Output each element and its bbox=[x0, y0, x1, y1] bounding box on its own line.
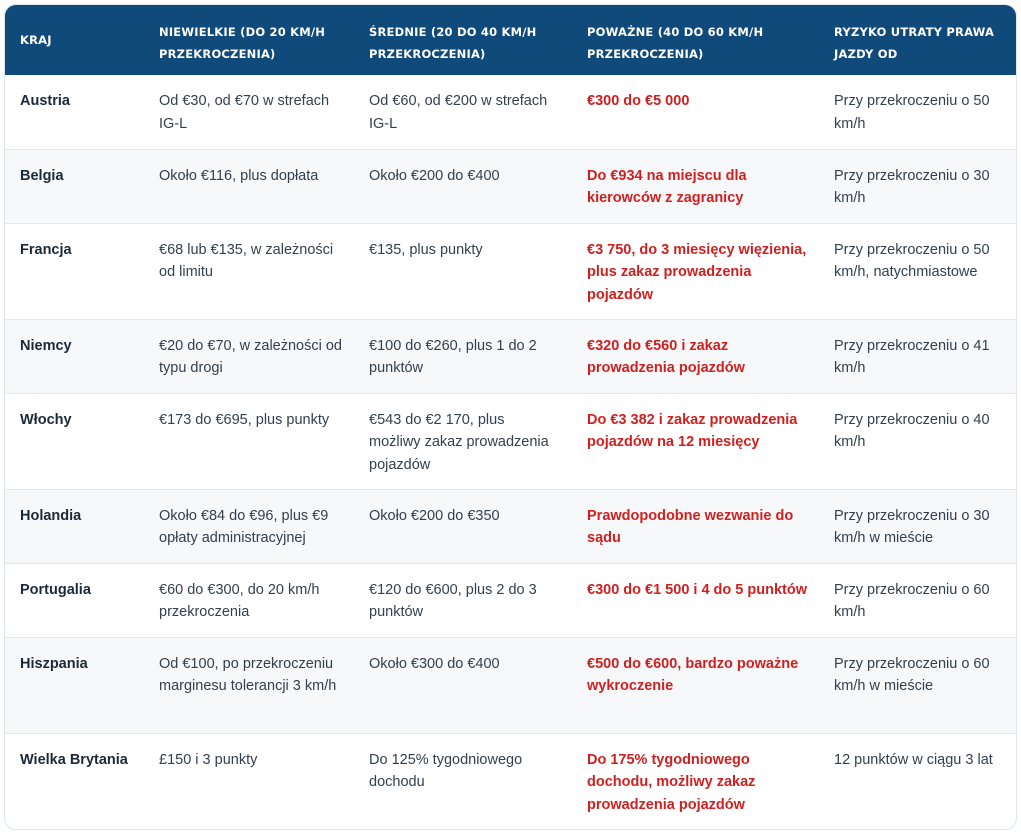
cell-country: Francja bbox=[20, 241, 72, 258]
cell-severe: Do 175% tygodniowego dochodu, możliwy za… bbox=[587, 751, 756, 813]
cell-license-risk: Przy przekroczeniu o 40 km/h bbox=[834, 411, 990, 451]
fines-table-card: KRAJ NIEWIELKIE (DO 20 KM/H PRZEKROCZENI… bbox=[4, 4, 1017, 830]
cell-severe: €3 750, do 3 miesięcy więzienia, plus za… bbox=[587, 241, 807, 303]
cell-medium: €120 do €600, plus 2 do 3 punktów bbox=[369, 581, 537, 621]
cell-license-risk: 12 punktów w ciągu 3 lat bbox=[834, 751, 993, 768]
table-row: Francja €68 lub €135, w zależności od li… bbox=[5, 223, 1016, 319]
cell-country: Wielka Brytania bbox=[20, 751, 128, 768]
header-medium: ŚREDNIE (20 DO 40 KM/H PRZEKROCZENIA) bbox=[369, 25, 537, 61]
speeding-fines-table: KRAJ NIEWIELKIE (DO 20 KM/H PRZEKROCZENI… bbox=[5, 5, 1016, 823]
header-row: KRAJ NIEWIELKIE (DO 20 KM/H PRZEKROCZENI… bbox=[5, 5, 1016, 75]
cell-country: Portugalia bbox=[20, 581, 91, 598]
table-row: Wielka Brytania £150 i 3 punkty Do 125% … bbox=[5, 733, 1016, 823]
table-row: Niemcy €20 do €70, w zależności od typu … bbox=[5, 319, 1016, 393]
header-minor: NIEWIELKIE (DO 20 KM/H PRZEKROCZENIA) bbox=[159, 25, 326, 61]
cell-country: Niemcy bbox=[20, 337, 72, 354]
cell-country: Belgia bbox=[20, 167, 64, 184]
cell-medium: €543 do €2 170, plus możliwy zakaz prowa… bbox=[369, 411, 549, 473]
cell-severe: €500 do €600, bardzo poważne wykroczenie bbox=[587, 655, 799, 695]
cell-minor: Od €100, po przekroczeniu marginesu tole… bbox=[159, 655, 337, 695]
cell-severe: Do €934 na miejscu dla kierowców z zagra… bbox=[587, 167, 747, 207]
header-country: KRAJ bbox=[20, 33, 52, 47]
table-row: Holandia Około €84 do €96, plus €9 opłat… bbox=[5, 489, 1016, 563]
table-row: Belgia Około €116, plus dopłata Około €2… bbox=[5, 149, 1016, 223]
cell-license-risk: Przy przekroczeniu o 30 km/h bbox=[834, 167, 990, 207]
cell-minor: €173 do €695, plus punkty bbox=[159, 411, 330, 428]
header-severe: POWAŻNE (40 DO 60 KM/H PRZEKROCZENIA) bbox=[587, 25, 764, 61]
table-row: Włochy €173 do €695, plus punkty €543 do… bbox=[5, 393, 1016, 489]
cell-medium: Od €60, od €200 w strefach IG-L bbox=[369, 93, 548, 132]
cell-medium: Około €300 do €400 bbox=[369, 655, 500, 672]
header-license-risk: RYZYKO UTRATY PRAWA JAZDY OD bbox=[834, 25, 995, 61]
cell-country: Austria bbox=[20, 93, 70, 109]
cell-minor: €20 do €70, w zależności od typu drogi bbox=[159, 337, 342, 377]
cell-license-risk: Przy przekroczeniu o 50 km/h, natychmias… bbox=[834, 241, 990, 281]
cell-severe: Prawdopodobne wezwanie do sądu bbox=[587, 507, 794, 547]
table-body: Austria Od €30, od €70 w strefach IG-L O… bbox=[5, 75, 1016, 823]
cell-minor: £150 i 3 punkty bbox=[159, 751, 258, 768]
cell-country: Włochy bbox=[20, 411, 72, 428]
cell-license-risk: Przy przekroczeniu o 30 km/h w mieście bbox=[834, 507, 990, 547]
cell-medium: Około €200 do €400 bbox=[369, 167, 500, 184]
cell-minor: €60 do €300, do 20 km/h przekroczenia bbox=[159, 581, 320, 621]
cell-medium: Do 125% tygodniowego dochodu bbox=[369, 751, 523, 791]
cell-minor: Około €116, plus dopłata bbox=[159, 167, 319, 184]
cell-medium: €135, plus punkty bbox=[369, 241, 483, 258]
cell-minor: Około €84 do €96, plus €9 opłaty adminis… bbox=[159, 507, 329, 547]
cell-license-risk: Przy przekroczeniu o 60 km/h bbox=[834, 581, 990, 621]
cell-license-risk: Przy przekroczeniu o 50 km/h bbox=[834, 93, 990, 132]
cell-severe: Do €3 382 i zakaz prowadzenia pojazdów n… bbox=[587, 411, 798, 451]
cell-license-risk: Przy przekroczeniu o 41 km/h bbox=[834, 337, 990, 377]
cell-country: Hiszpania bbox=[20, 655, 88, 672]
cell-medium: Około €200 do €350 bbox=[369, 507, 500, 524]
cell-severe: €300 do €1 500 i 4 do 5 punktów bbox=[587, 581, 807, 598]
table-row: Portugalia €60 do €300, do 20 km/h przek… bbox=[5, 563, 1016, 637]
cell-severe: €300 do €5 000 bbox=[587, 93, 690, 109]
cell-license-risk: Przy przekroczeniu o 60 km/h w mieście bbox=[834, 655, 990, 695]
cell-minor: €68 lub €135, w zależności od limitu bbox=[159, 241, 334, 281]
cell-medium: €100 do €260, plus 1 do 2 punktów bbox=[369, 337, 537, 377]
table-row: Austria Od €30, od €70 w strefach IG-L O… bbox=[5, 75, 1016, 149]
table-row: Hiszpania Od €100, po przekroczeniu marg… bbox=[5, 637, 1016, 733]
cell-severe: €320 do €560 i zakaz prowadzenia pojazdó… bbox=[587, 337, 745, 377]
table-header: KRAJ NIEWIELKIE (DO 20 KM/H PRZEKROCZENI… bbox=[5, 5, 1016, 75]
cell-minor: Od €30, od €70 w strefach IG-L bbox=[159, 93, 330, 132]
cell-country: Holandia bbox=[20, 507, 82, 524]
